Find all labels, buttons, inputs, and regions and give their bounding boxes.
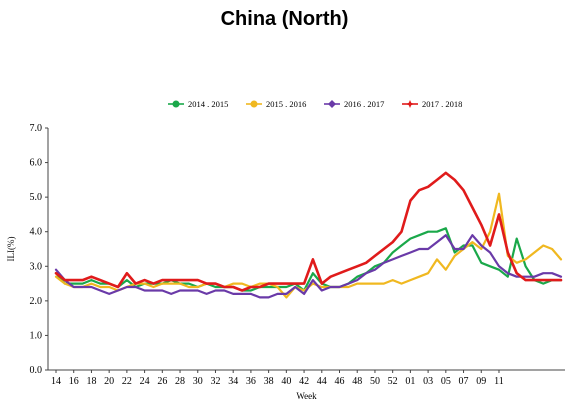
legend-marker [328,100,336,108]
y-tick-label: 1.0 [30,330,43,341]
series-layer [54,171,563,299]
x-tick-label: 16 [69,376,79,387]
x-tick-label: 20 [104,376,114,387]
series-line-3 [54,234,563,299]
x-tick-label: 07 [459,376,469,387]
x-tick-label: 28 [175,376,185,387]
x-tick-label: 14 [51,376,61,387]
x-axis: 14 16 18 20 22 24 26 28 30 32 34 36 38 40 42 44 46 48 50 52… [48,369,565,387]
x-tick-label: 40 [281,376,291,387]
legend-label: 2016 . 2017 [344,99,384,109]
x-tick-label: 36 [246,376,256,387]
y-tick-label: 4.0 [30,227,43,238]
legend-marker [250,100,258,108]
x-axis-label: Week [296,391,317,401]
x-tick-label: 42 [299,376,309,387]
series-line-1 [54,227,563,292]
chart-title: China (North) [220,8,349,30]
y-tick-label: 3.0 [30,261,43,272]
series-line-4 [54,171,563,292]
x-tick-label: 11 [494,376,504,387]
x-tick-label: 09 [476,376,486,387]
x-tick-label: 26 [157,376,167,387]
legend-label: 2014 . 2015 [188,99,228,109]
y-tick-label: 7.0 [30,123,43,134]
x-tick-label: 52 [388,376,398,387]
y-tick-label: 6.0 [30,158,43,169]
legend: 2014 . 2015 2015 . 2016 2016 . 2017 2017 . … [168,99,462,109]
y-axis: 0.0 1.0 2.0 3.0 4.0 5.0 6.0 7.0 [30,123,49,376]
x-tick-label: 48 [352,376,362,387]
x-tick-label: 32 [210,376,220,387]
x-tick-label: 34 [228,376,238,387]
x-tick-label: 50 [370,376,380,387]
y-tick-label: 2.0 [30,296,43,307]
legend-label: 2017 . 2018 [422,99,462,109]
x-tick-label: 01 [405,376,415,387]
y-tick-label: 0.0 [30,365,43,376]
x-tick-label: 30 [193,376,203,387]
x-tick-label: 24 [140,376,150,387]
x-tick-label: 03 [423,376,433,387]
legend-label: 2015 . 2016 [266,99,306,109]
y-tick-label: 5.0 [30,192,43,203]
x-tick-label: 18 [86,376,96,387]
x-tick-label: 46 [335,376,345,387]
x-tick-label: 05 [441,376,451,387]
y-axis-label: ILI(%) [6,237,16,262]
x-tick-label: 38 [264,376,274,387]
legend-marker [406,100,414,108]
x-tick-label: 22 [122,376,132,387]
legend-marker [172,100,180,108]
x-tick-label: 44 [317,376,327,387]
